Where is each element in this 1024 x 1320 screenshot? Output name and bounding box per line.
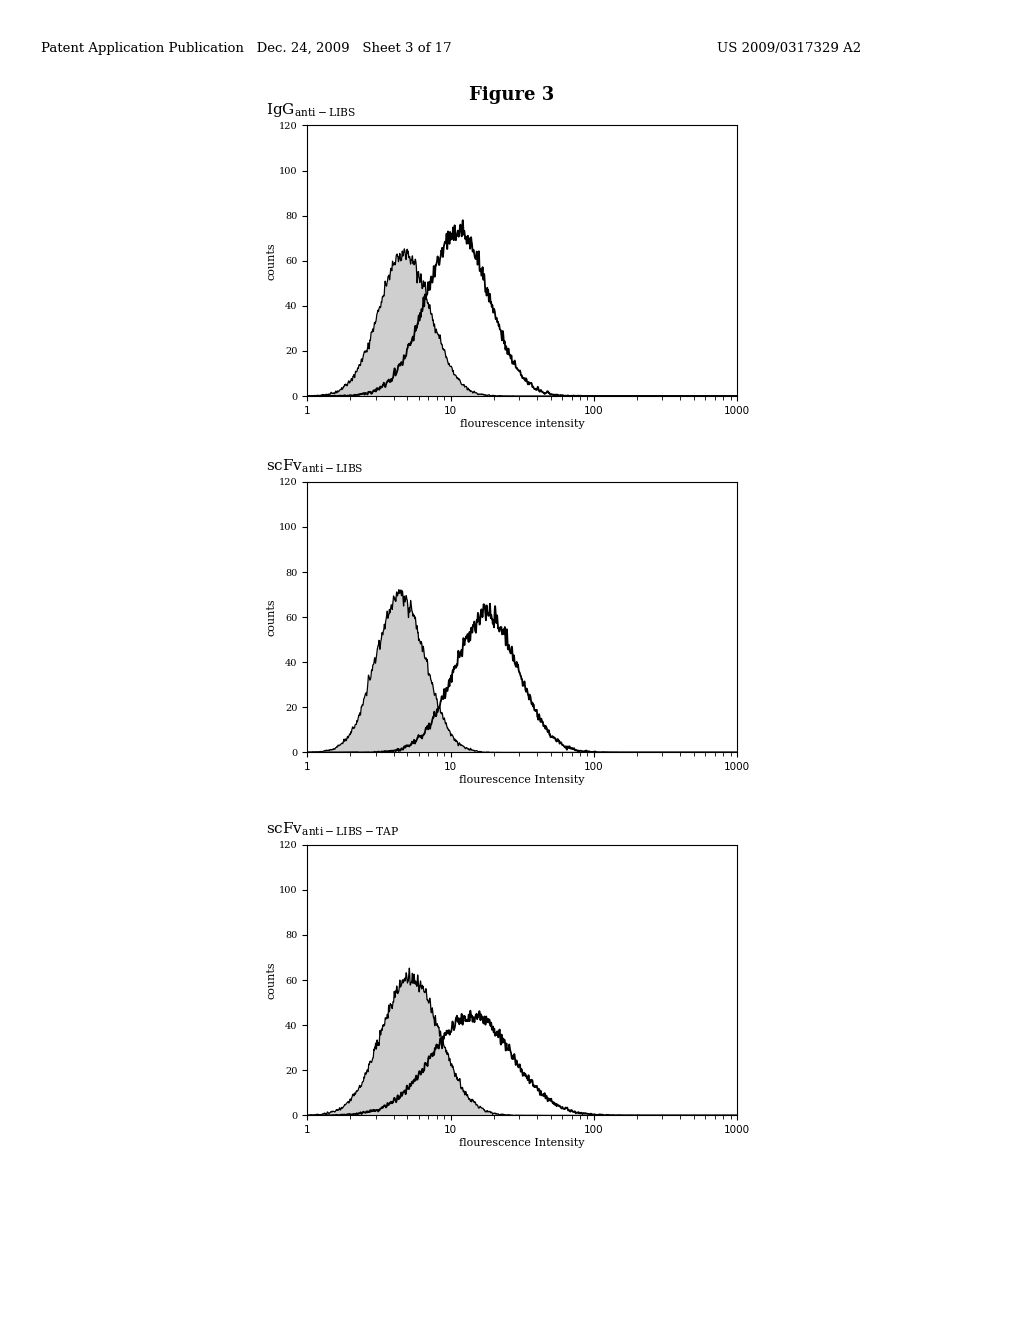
Text: Patent Application Publication   Dec. 24, 2009   Sheet 3 of 17: Patent Application Publication Dec. 24, … bbox=[41, 42, 452, 55]
X-axis label: flourescence Intensity: flourescence Intensity bbox=[460, 775, 585, 785]
Text: scFv$_{\mathregular{anti-LIBS}}$: scFv$_{\mathregular{anti-LIBS}}$ bbox=[266, 458, 364, 475]
Y-axis label: counts: counts bbox=[266, 242, 276, 280]
Text: Figure 3: Figure 3 bbox=[469, 86, 555, 104]
Text: IgG$_{\mathregular{anti-LIBS}}$: IgG$_{\mathregular{anti-LIBS}}$ bbox=[266, 100, 356, 119]
X-axis label: flourescence intensity: flourescence intensity bbox=[460, 418, 585, 429]
Text: scFv$_{\mathregular{anti-LIBS-TAP}}$: scFv$_{\mathregular{anti-LIBS-TAP}}$ bbox=[266, 821, 399, 838]
Y-axis label: counts: counts bbox=[266, 598, 276, 636]
Y-axis label: counts: counts bbox=[266, 961, 276, 999]
X-axis label: flourescence Intensity: flourescence Intensity bbox=[460, 1138, 585, 1148]
Text: US 2009/0317329 A2: US 2009/0317329 A2 bbox=[717, 42, 861, 55]
